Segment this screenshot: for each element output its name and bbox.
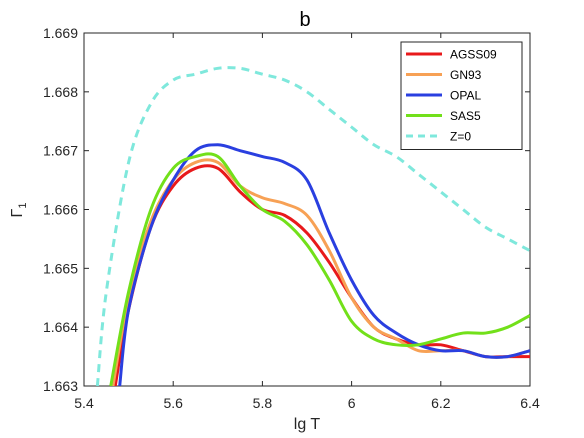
legend-label: GN93 (450, 68, 482, 82)
y-axis-label: Γ1 (9, 203, 29, 218)
x-tick-label: 5.6 (163, 395, 183, 411)
legend: AGSS09 GN93 OPAL SAS5 Z=0 (400, 41, 523, 150)
ticks-layer: 5.4 5.6 5.8 6 6.2 6.4 1.663 1.664 1.665 1.666 1.66… (43, 25, 540, 411)
x-tick-label: 5.4 (74, 395, 94, 411)
y-tick-label: 1.667 (43, 143, 78, 159)
x-tick-label: 5.8 (253, 395, 273, 411)
svg-text:Γ1: Γ1 (9, 203, 29, 218)
y-tick-label: 1.668 (43, 84, 78, 100)
legend-label: SAS5 (450, 109, 481, 123)
series-line-z-0 (95, 66, 530, 386)
y-tick-label: 1.664 (43, 319, 78, 335)
series-line-opal (118, 143, 530, 386)
y-axis-label-sub: 1 (17, 203, 29, 209)
x-tick-label: 6.2 (431, 395, 451, 411)
x-tick-label: 6.4 (520, 395, 540, 411)
legend-label: OPAL (450, 89, 481, 103)
chart-title: b (299, 9, 310, 31)
y-tick-label: 1.669 (43, 25, 78, 41)
y-tick-label: 1.665 (43, 260, 78, 276)
y-axis-label-main: Γ (9, 208, 26, 217)
x-axis-label: lg T (294, 416, 321, 433)
x-tick-label: 6 (348, 395, 356, 411)
legend-label: AGSS09 (450, 48, 497, 62)
series-line-sas5 (109, 152, 530, 386)
legend-label: Z=0 (450, 130, 471, 144)
y-tick-label: 1.663 (43, 378, 78, 394)
series-layer (95, 66, 530, 386)
y-tick-label: 1.666 (43, 202, 78, 218)
